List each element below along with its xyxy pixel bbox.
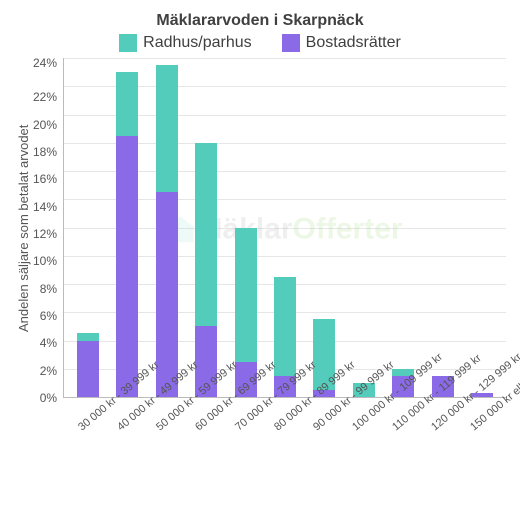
bar-segment-radhus	[77, 333, 99, 340]
plot-row: Andelen säljare som betalat arvodet 24% 2…	[14, 58, 506, 398]
y-tick: 10%	[33, 255, 57, 267]
bar-segment-radhus	[195, 143, 217, 327]
x-tick: 70 000 kr - 79 999 kr	[233, 410, 258, 433]
y-tick: 2%	[40, 365, 57, 377]
bar	[116, 72, 138, 397]
plot-area: MäklarOfferter	[63, 58, 506, 398]
x-tick: 120 000 kr - 129 999 kr	[429, 410, 454, 433]
bar-segment-radhus	[274, 277, 296, 376]
bar	[195, 143, 217, 397]
y-tick: 20%	[33, 119, 57, 131]
legend-item-bostad: Bostadsrätter	[282, 34, 401, 52]
x-tick: 50 000 kr - 59 999 kr	[154, 410, 179, 433]
bar-segment-radhus	[116, 72, 138, 136]
bars-group	[64, 58, 506, 397]
x-tick: 80 000 kr - 89 999 kr	[272, 410, 297, 433]
x-tick: 100 000 kr - 109 999 kr	[351, 410, 376, 433]
bar	[156, 65, 178, 397]
legend-label-bostad: Bostadsrätter	[306, 34, 401, 52]
y-tick: 4%	[40, 337, 57, 349]
y-tick: 18%	[33, 146, 57, 158]
y-tick: 16%	[33, 173, 57, 185]
bar-segment-bostad	[77, 341, 99, 398]
y-tick: 22%	[33, 91, 57, 103]
y-tick: 8%	[40, 283, 57, 295]
x-tick: 40 000 kr - 49 999 kr	[115, 410, 140, 433]
x-tick: 150 000 kr eller mer	[468, 410, 493, 433]
bar-segment-radhus	[235, 228, 257, 362]
legend-swatch-radhus	[119, 34, 137, 52]
y-tick: 14%	[33, 201, 57, 213]
y-axis-label: Andelen säljare som betalat arvodet	[14, 58, 33, 398]
legend-label-radhus: Radhus/parhus	[143, 34, 252, 52]
x-tick: 110 000 kr - 119 999 kr	[390, 410, 415, 433]
legend-swatch-bostad	[282, 34, 300, 52]
chart-container: Mäklararvoden i Skarpnäck Radhus/parhus …	[0, 0, 520, 520]
x-tick: 90 000 kr - 99 999 kr	[311, 410, 336, 433]
y-axis-ticks: 24%22%20%18%16%14%12%10%8%6%4%2%0%	[33, 58, 63, 398]
bar	[235, 228, 257, 398]
chart-title: Mäklararvoden i Skarpnäck	[14, 12, 506, 30]
y-tick: 24%	[33, 57, 57, 69]
x-axis-ticks: 30 000 kr - 39 999 kr40 000 kr - 49 999 …	[66, 398, 506, 416]
bar	[77, 333, 99, 397]
y-tick: 12%	[33, 228, 57, 240]
y-tick: 0%	[40, 392, 57, 404]
bar-segment-bostad	[116, 136, 138, 397]
x-tick: 30 000 kr - 39 999 kr	[76, 410, 101, 433]
legend-item-radhus: Radhus/parhus	[119, 34, 252, 52]
bar-segment-radhus	[156, 65, 178, 192]
x-tick: 60 000 kr - 69 999 kr	[194, 410, 219, 433]
y-tick: 6%	[40, 310, 57, 322]
chart-legend: Radhus/parhus Bostadsrätter	[14, 34, 506, 52]
